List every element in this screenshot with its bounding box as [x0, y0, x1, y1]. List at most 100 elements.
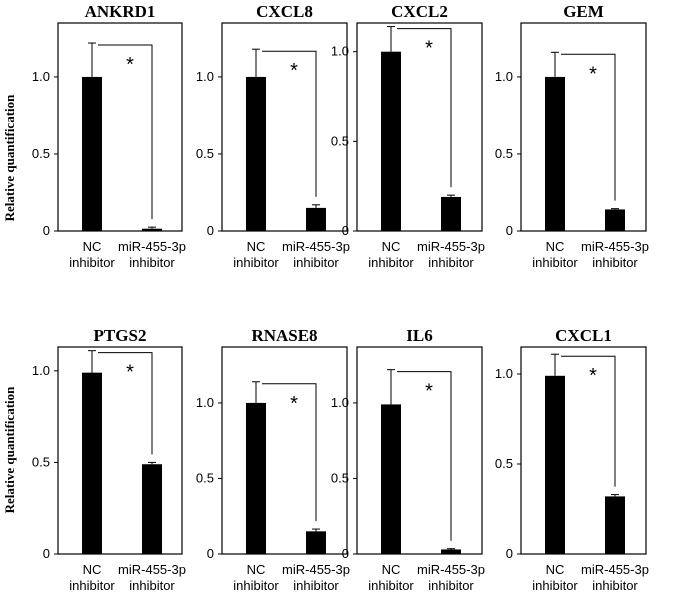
significance-marker: *	[425, 381, 433, 403]
significance-marker: *	[425, 38, 433, 60]
x-category-label: inhibitor	[428, 578, 474, 593]
y-tick-label: 0	[506, 546, 513, 561]
x-category-label: NC	[382, 239, 401, 254]
plot-frame	[356, 346, 483, 555]
y-tick-label: 0.5	[196, 146, 214, 161]
significance-marker: *	[589, 63, 597, 85]
y-tick-label: 0.5	[32, 146, 50, 161]
x-category-label: inhibitor	[233, 255, 279, 270]
y-tick-label: 1.0	[196, 69, 214, 84]
x-category-label: miR-455-3p	[581, 562, 649, 577]
y-tick-label: 1.0	[196, 395, 214, 410]
significance-bracket	[98, 352, 153, 455]
bar-mir-455-3p-inhibitor	[142, 228, 162, 231]
y-tick-label: 0.5	[196, 470, 214, 485]
bar-nc-inhibitor	[246, 402, 266, 554]
bar-mir-455-3p-inhibitor	[605, 496, 625, 554]
y-tick-label: 0	[207, 546, 214, 561]
chart-title: CXCL1	[555, 326, 612, 345]
significance-marker: *	[290, 393, 298, 415]
x-category-label: miR-455-3p	[417, 562, 485, 577]
chart-panel-8: CXCL100.51.0NCinhibitormiR-455-3pinhibit…	[495, 326, 649, 593]
chart-title: RNASE8	[251, 326, 317, 345]
x-category-label: miR-455-3p	[118, 562, 186, 577]
x-category-label: inhibitor	[428, 255, 474, 270]
bar-mir-455-3p-inhibitor	[441, 196, 461, 231]
bar-mir-455-3p-inhibitor	[441, 549, 461, 554]
chart-panel-3: CXCL200.51.0NCinhibitormiR-455-3pinhibit…	[331, 2, 485, 270]
chart-panel-5: PTGS200.51.0NCinhibitormiR-455-3pinhibit…	[32, 326, 186, 593]
plot-frame	[57, 346, 183, 555]
y-tick-label: 0	[43, 546, 50, 561]
x-category-label: miR-455-3p	[282, 239, 350, 254]
x-category-label: inhibitor	[532, 578, 578, 593]
y-tick-label: 0.5	[331, 133, 349, 148]
significance-marker: *	[290, 60, 298, 82]
x-category-label: inhibitor	[233, 578, 279, 593]
y-tick-label: 0.5	[331, 470, 349, 485]
chart-panel-7: IL600.51.0NCinhibitormiR-455-3pinhibitor…	[331, 326, 485, 593]
x-category-label: inhibitor	[69, 578, 115, 593]
chart-title: CXCL8	[256, 2, 313, 21]
y-tick-label: 0	[207, 223, 214, 238]
significance-bracket	[262, 383, 317, 522]
plot-frame	[520, 346, 647, 555]
y-tick-label: 0.5	[32, 454, 50, 469]
chart-title: PTGS2	[94, 326, 147, 345]
significance-bracket	[262, 50, 317, 197]
x-category-label: inhibitor	[69, 255, 115, 270]
plot-frame	[221, 346, 348, 555]
bar-nc-inhibitor	[381, 404, 401, 554]
significance-marker: *	[126, 362, 134, 384]
y-tick-label: 0	[342, 223, 349, 238]
plot-frame	[520, 22, 647, 232]
significance-marker: *	[589, 365, 597, 387]
y-tick-label: 1.0	[495, 366, 513, 381]
significance-bracket	[397, 28, 452, 188]
bar-mir-455-3p-inhibitor	[306, 207, 326, 231]
y-tick-label: 0.5	[495, 456, 513, 471]
chart-panel-4: GEM00.51.0NCinhibitormiR-455-3pinhibitor…	[495, 2, 649, 270]
x-category-label: miR-455-3p	[417, 239, 485, 254]
x-category-label: inhibitor	[592, 255, 638, 270]
chart-panel-6: RNASE800.51.0NCinhibitormiR-455-3pinhibi…	[196, 326, 350, 593]
bar-nc-inhibitor	[545, 375, 565, 554]
x-category-label: NC	[546, 562, 565, 577]
y-tick-label: 1.0	[331, 395, 349, 410]
bar-nc-inhibitor	[82, 76, 102, 231]
y-axis-label-top: Relative quantification	[2, 94, 17, 222]
x-category-label: NC	[247, 239, 266, 254]
x-category-label: inhibitor	[532, 255, 578, 270]
chart-title: IL6	[406, 326, 432, 345]
x-category-label: miR-455-3p	[282, 562, 350, 577]
plot-frame	[221, 22, 348, 232]
x-category-label: inhibitor	[129, 255, 175, 270]
chart-title: CXCL2	[391, 2, 448, 21]
x-category-label: inhibitor	[293, 578, 339, 593]
significance-bracket	[397, 371, 452, 541]
significance-bracket	[561, 355, 616, 487]
x-category-label: NC	[83, 239, 102, 254]
x-category-label: inhibitor	[129, 578, 175, 593]
x-category-label: inhibitor	[368, 255, 414, 270]
chart-title: ANKRD1	[85, 2, 156, 21]
chart-panel-2: CXCL800.51.0NCinhibitormiR-455-3pinhibit…	[196, 2, 350, 270]
x-category-label: NC	[247, 562, 266, 577]
bar-nc-inhibitor	[246, 76, 266, 231]
plot-frame	[356, 22, 483, 232]
y-tick-label: 1.0	[32, 363, 50, 378]
bar-mir-455-3p-inhibitor	[605, 209, 625, 231]
y-tick-label: 0.5	[495, 146, 513, 161]
bar-nc-inhibitor	[545, 76, 565, 231]
significance-bracket	[98, 44, 153, 220]
bar-mir-455-3p-inhibitor	[306, 531, 326, 554]
x-category-label: NC	[546, 239, 565, 254]
bar-nc-inhibitor	[381, 51, 401, 232]
x-category-label: miR-455-3p	[118, 239, 186, 254]
bar-mir-455-3p-inhibitor	[142, 464, 162, 554]
chart-panel-1: ANKRD100.51.0NCinhibitormiR-455-3pinhibi…	[32, 2, 186, 270]
significance-marker: *	[126, 54, 134, 76]
bar-nc-inhibitor	[82, 372, 102, 554]
y-tick-label: 0	[43, 223, 50, 238]
